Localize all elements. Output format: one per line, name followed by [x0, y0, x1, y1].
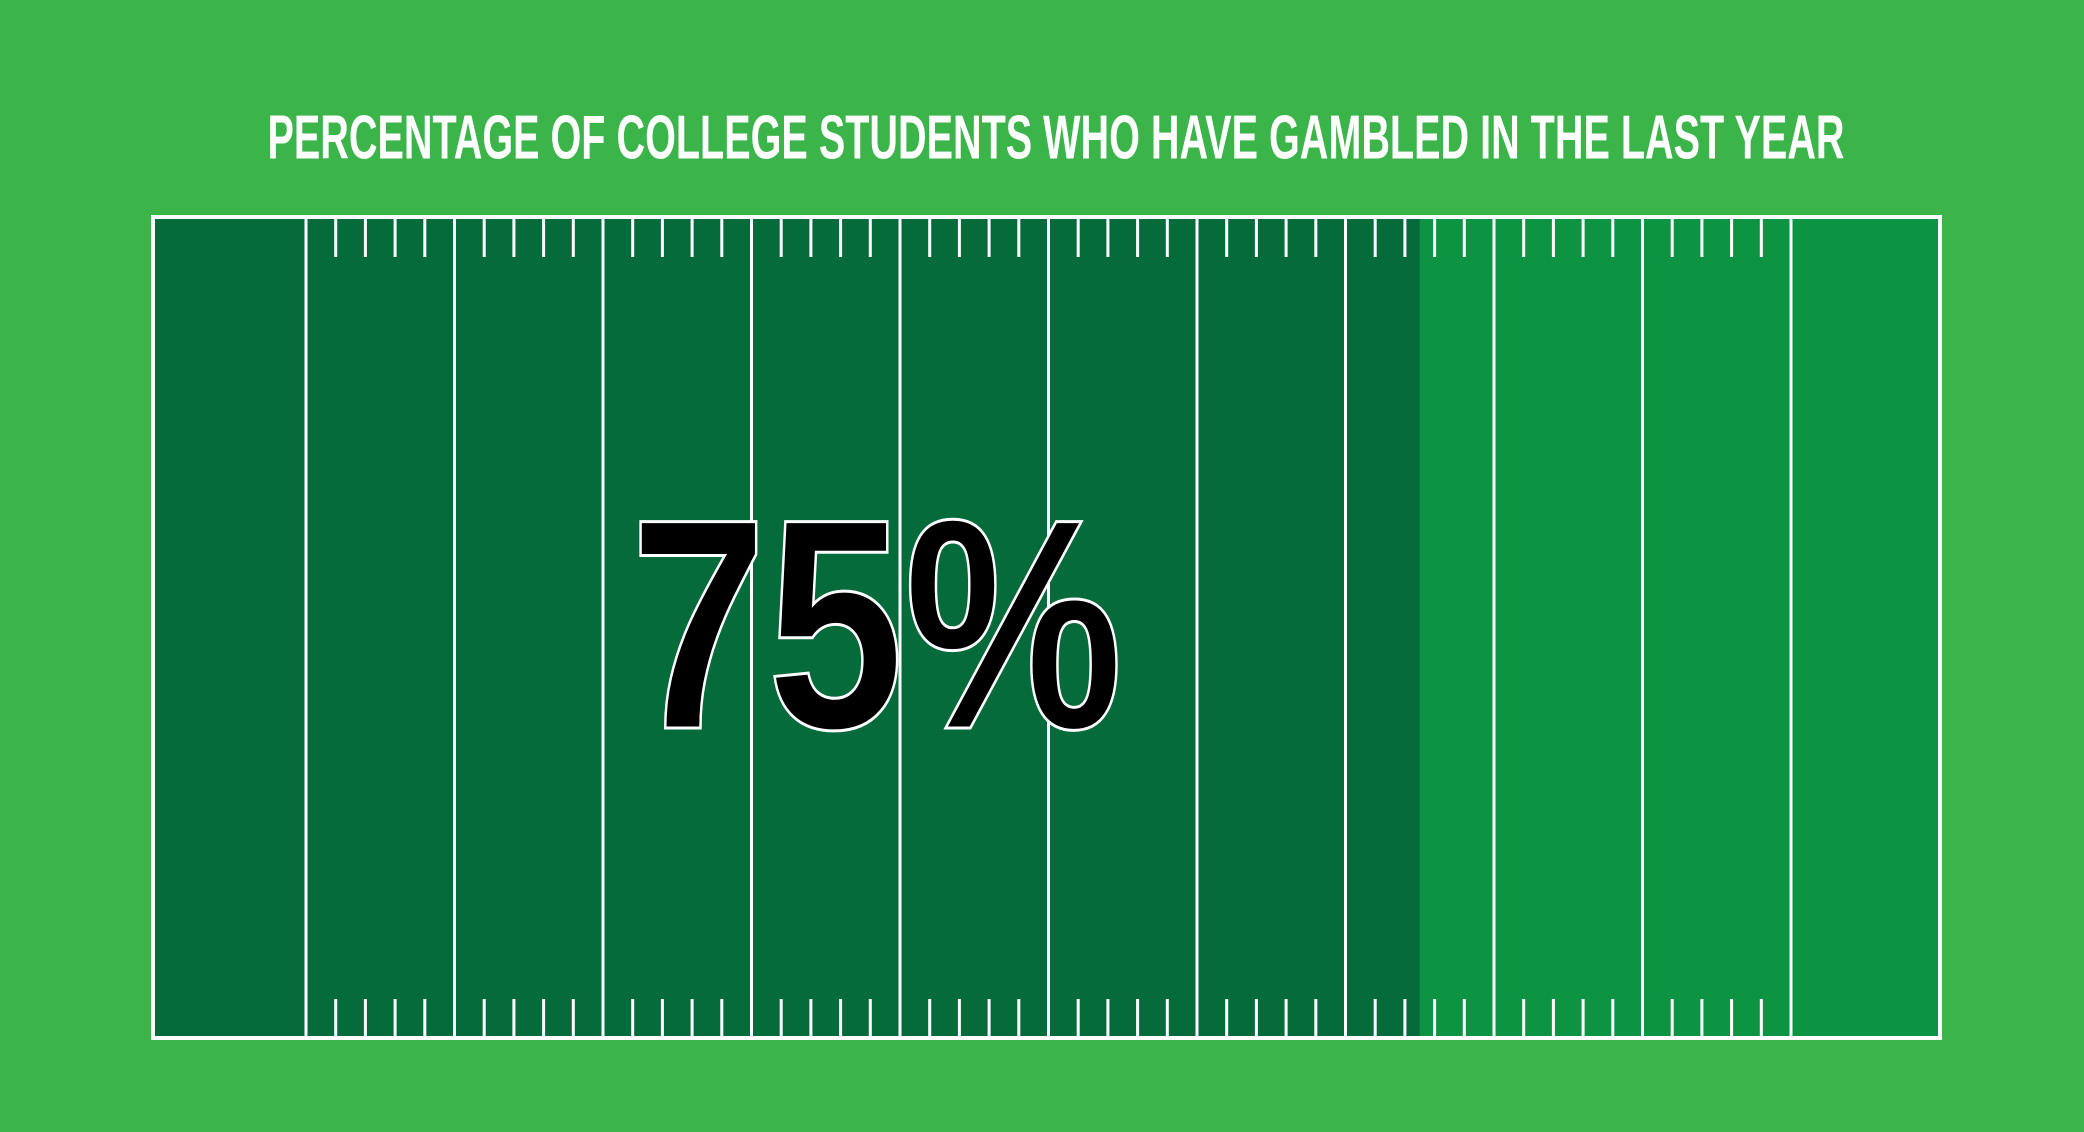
endzone	[153, 217, 306, 1038]
progress-fill	[306, 217, 1420, 1038]
endzone	[1791, 217, 1940, 1038]
value-label: 75%	[630, 456, 1123, 792]
field-border	[151, 215, 1942, 1040]
field	[151, 215, 1942, 1040]
chart-title: PERCENTAGE OF COLLEGE STUDENTS WHO HAVE …	[268, 103, 1845, 172]
